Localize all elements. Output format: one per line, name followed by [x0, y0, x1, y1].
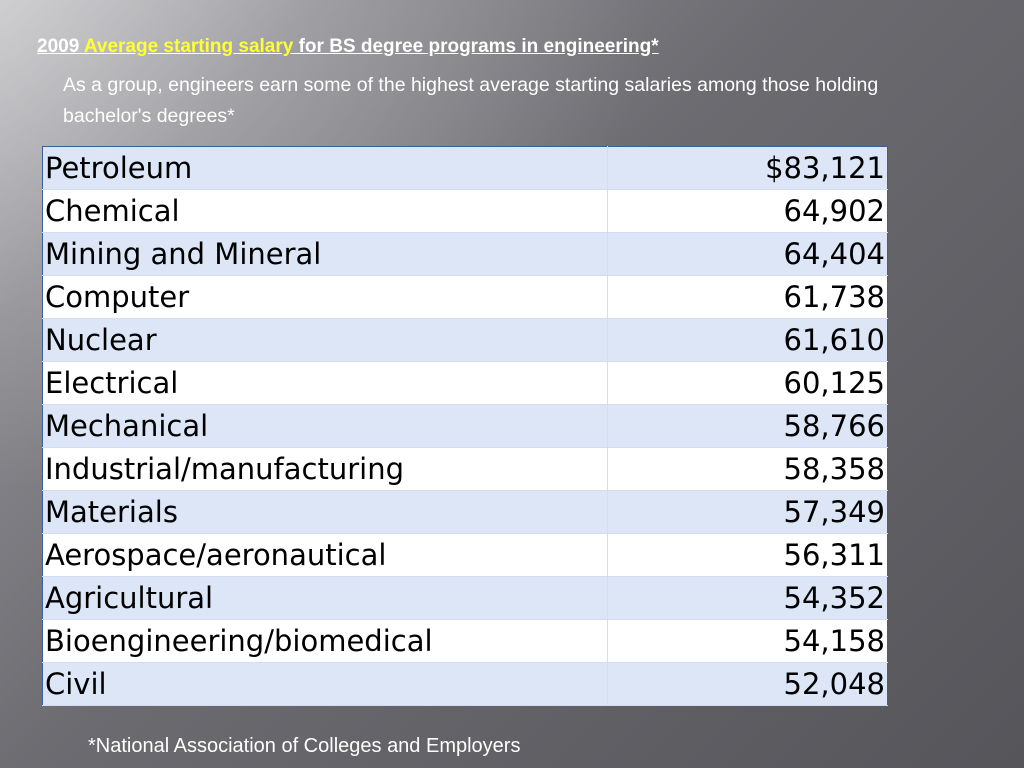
table-row: Civil 52,048: [42, 662, 888, 706]
salary-cell: $83,121: [607, 146, 888, 190]
salary-cell: 56,311: [607, 533, 888, 577]
salary-cell: 52,048: [607, 662, 888, 706]
slide-subtitle: As a group, engineers earn some of the h…: [63, 74, 879, 127]
salary-cell: 57,349: [607, 490, 888, 534]
salary-cell: 54,352: [607, 576, 888, 620]
program-cell: Industrial/manufacturing: [42, 447, 608, 491]
program-cell: Electrical: [42, 361, 608, 405]
source-footnote: *National Association of Colleges and Em…: [88, 735, 521, 757]
salary-cell: 58,766: [607, 404, 888, 448]
table-row: Agricultural 54,352: [42, 576, 888, 620]
table-row: Chemical 64,902: [42, 189, 888, 233]
program-cell: Agricultural: [42, 576, 608, 620]
program-cell: Mining and Mineral: [42, 232, 608, 276]
program-cell: Chemical: [42, 189, 608, 233]
slide-heading: 2009 Average starting salary for BS degr…: [37, 36, 659, 58]
salary-table-body: Petroleum $83,121 Chemical 64,902 Mining…: [42, 146, 888, 706]
table-row: Nuclear 61,610: [42, 318, 888, 362]
program-cell: Petroleum: [42, 146, 608, 190]
salary-cell: 64,902: [607, 189, 888, 233]
program-cell: Bioengineering/biomedical: [42, 619, 608, 663]
program-cell: Mechanical: [42, 404, 608, 448]
salary-cell: 54,158: [607, 619, 888, 663]
table-row: Electrical 60,125: [42, 361, 888, 405]
heading-rest: for BS degree programs in engineering*: [298, 36, 659, 57]
program-cell: Computer: [42, 275, 608, 319]
salary-cell: 61,610: [607, 318, 888, 362]
salary-cell: 58,358: [607, 447, 888, 491]
table-row: Materials 57,349: [42, 490, 888, 534]
salary-cell: 60,125: [607, 361, 888, 405]
table-row: Industrial/manufacturing 58,358: [42, 447, 888, 491]
program-cell: Aerospace/aeronautical: [42, 533, 608, 577]
heading-highlight: Average starting salary: [83, 36, 294, 57]
heading-year: 2009: [37, 36, 80, 57]
program-cell: Civil: [42, 662, 608, 706]
table-row: Mechanical 58,766: [42, 404, 888, 448]
salary-cell: 64,404: [607, 232, 888, 276]
program-cell: Nuclear: [42, 318, 608, 362]
salary-table: Petroleum $83,121 Chemical 64,902 Mining…: [42, 146, 888, 706]
table-row: Mining and Mineral 64,404: [42, 232, 888, 276]
table-row: Aerospace/aeronautical 56,311: [42, 533, 888, 577]
salary-cell: 61,738: [607, 275, 888, 319]
table-row: Computer 61,738: [42, 275, 888, 319]
table-row: Bioengineering/biomedical 54,158: [42, 619, 888, 663]
table-row: Petroleum $83,121: [42, 146, 888, 190]
program-cell: Materials: [42, 490, 608, 534]
